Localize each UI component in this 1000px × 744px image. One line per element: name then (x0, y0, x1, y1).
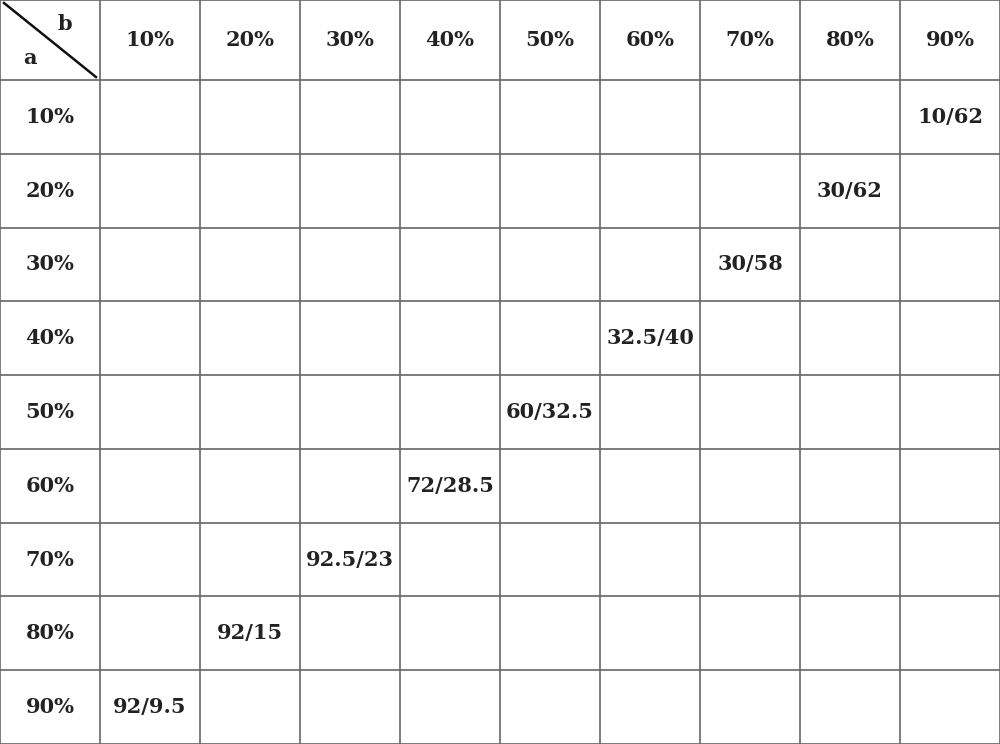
Text: 60/32.5: 60/32.5 (506, 402, 594, 422)
Text: 10%: 10% (126, 30, 175, 50)
Text: 90%: 90% (26, 697, 74, 717)
Text: 80%: 80% (826, 30, 874, 50)
Text: 70%: 70% (726, 30, 774, 50)
Text: 50%: 50% (26, 402, 74, 422)
Text: 10/62: 10/62 (917, 107, 983, 127)
Text: 32.5/40: 32.5/40 (606, 328, 694, 348)
Text: 30/62: 30/62 (817, 181, 883, 201)
Text: 40%: 40% (426, 30, 475, 50)
Text: 90%: 90% (926, 30, 974, 50)
Text: 50%: 50% (526, 30, 574, 50)
Text: 60%: 60% (626, 30, 674, 50)
Text: 40%: 40% (26, 328, 74, 348)
Text: 30%: 30% (26, 254, 74, 275)
Text: 70%: 70% (26, 550, 74, 570)
Text: b: b (58, 14, 72, 34)
Text: 60%: 60% (26, 475, 74, 496)
Text: 92/15: 92/15 (217, 623, 283, 644)
Text: 20%: 20% (226, 30, 274, 50)
Text: 92/9.5: 92/9.5 (113, 697, 187, 717)
Text: 30/58: 30/58 (717, 254, 783, 275)
Text: 20%: 20% (26, 181, 74, 201)
Text: 92.5/23: 92.5/23 (306, 550, 394, 570)
Text: a: a (23, 48, 37, 68)
Text: 80%: 80% (26, 623, 74, 644)
Text: 10%: 10% (26, 107, 74, 127)
Text: 30%: 30% (326, 30, 374, 50)
Text: 72/28.5: 72/28.5 (406, 475, 494, 496)
